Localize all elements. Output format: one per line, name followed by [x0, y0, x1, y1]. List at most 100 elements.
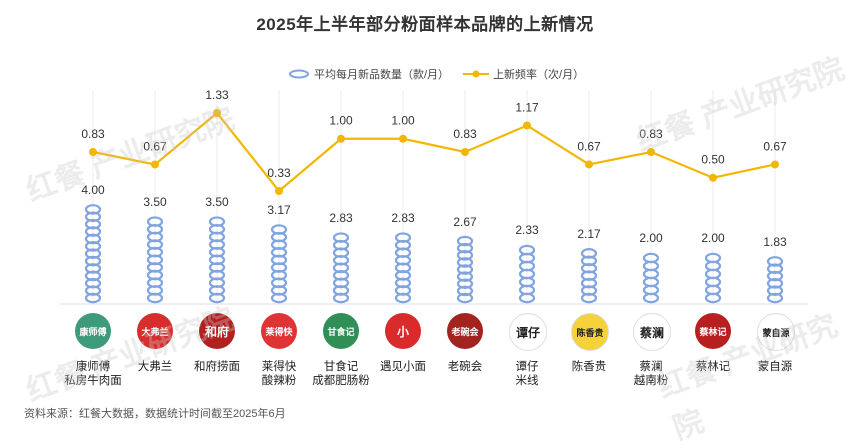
- line-point: [523, 121, 531, 130]
- brand-name-line1: 莱得快: [261, 361, 297, 373]
- bar-coil: [146, 216, 164, 227]
- bar: [270, 224, 288, 304]
- bar-value-label: 2.83: [391, 211, 415, 225]
- brand-name: 蔡澜 越南粉: [611, 360, 691, 388]
- line-value-label: 0.83: [453, 127, 477, 141]
- brand-name: 和府捞面: [177, 360, 257, 374]
- bar-coil: [456, 235, 474, 247]
- brand-name: 甘食记 成都肥肠粉: [301, 360, 381, 388]
- brand-name-line1: 陈香贵: [571, 361, 607, 373]
- brand-logo: 老碗会: [447, 313, 483, 349]
- brand-name-line2: 成都肥肠粉: [312, 375, 370, 387]
- brand-logo: 莱得快: [261, 313, 297, 349]
- brand-name-line1: 老碗会: [447, 361, 483, 373]
- brand-name-line1: 和府捞面: [194, 361, 240, 373]
- bar-coil: [456, 278, 474, 290]
- line-value-label: 0.83: [639, 127, 663, 141]
- bar: [208, 216, 226, 304]
- bar-coil: [456, 257, 474, 268]
- bar-coil: [642, 252, 660, 264]
- brand-name: 老碗会: [425, 360, 505, 374]
- line-point: [151, 160, 159, 169]
- line-value-label: 0.67: [577, 139, 601, 153]
- line-value-label: 1.17: [515, 100, 539, 114]
- bar: [642, 252, 660, 304]
- bar: [518, 244, 536, 304]
- bar: [146, 216, 164, 304]
- line-value-label: 1.00: [391, 114, 415, 128]
- bar-coil: [580, 248, 598, 259]
- bar-value-label: 3.50: [205, 195, 229, 209]
- brand-name: 陈香贵: [549, 360, 629, 374]
- brand-logo: 蔡林记: [695, 313, 731, 349]
- brand-logo: 蒙自源: [757, 313, 795, 351]
- line-point: [647, 148, 655, 156]
- bar: [84, 204, 102, 304]
- legend: 平均每月新品数量（款/月） 上新频率（次/月）: [288, 66, 598, 82]
- bar: [394, 232, 412, 304]
- bar-coil: [84, 204, 102, 215]
- line-value-label: 0.67: [763, 139, 787, 153]
- bar-coil: [456, 271, 474, 282]
- brand-name-line2: 米线: [515, 375, 539, 387]
- bar: [456, 235, 474, 304]
- line-series: [92, 111, 776, 193]
- line-value-label: 0.67: [143, 139, 167, 153]
- brand-name-line1: 蔡澜: [639, 361, 663, 373]
- line-value-label: 1.00: [329, 114, 353, 128]
- line-point: [337, 134, 345, 143]
- bar-value-label: 2.67: [453, 215, 477, 229]
- legend-item-line: 上新频率（次/月）: [463, 66, 584, 82]
- bar-value-label: 2.00: [639, 231, 663, 245]
- line-value-label: 0.50: [701, 153, 725, 167]
- brand-name: 蒙自源: [735, 360, 815, 374]
- line-point: [213, 109, 221, 117]
- bar-value-label: 2.17: [577, 227, 601, 241]
- bar-value-label: 3.50: [143, 195, 167, 209]
- line-marker-icon: [463, 70, 490, 78]
- line-point: [275, 187, 283, 195]
- bar-coil: [456, 249, 474, 261]
- brand-name-line1: 甘食记: [323, 361, 359, 373]
- brand-name-line2: 酸辣粉: [261, 375, 297, 387]
- brand-logo: 康师傅: [75, 313, 111, 349]
- brand-name-line1: 谭仔: [515, 361, 539, 373]
- chart-title: 2025年上半年部分粉面样本品牌的上新情况: [256, 15, 594, 34]
- bar-coil: [394, 232, 412, 243]
- legend-line-label: 上新频率（次/月）: [493, 69, 585, 81]
- bar-value-label: 4.00: [81, 183, 105, 197]
- bar-coil: [456, 285, 474, 297]
- brand-name-line2: 私房牛肉面: [64, 375, 122, 387]
- bar-coil: [456, 242, 474, 254]
- brand-logo: 甘食记: [323, 313, 359, 349]
- brand-name-line1: 遇见小面: [380, 361, 426, 373]
- bar-value-label: 2.33: [515, 223, 539, 237]
- legend-bar-label: 平均每月新品数量（款/月）: [314, 69, 450, 81]
- brand-name-line1: 康师傅: [75, 361, 111, 373]
- bar-coil: [456, 292, 474, 304]
- bar-value-label: 2.83: [329, 211, 353, 225]
- brand-name-line1: 蔡林记: [695, 361, 731, 373]
- bar-coil: [456, 264, 474, 275]
- line-point: [461, 148, 469, 156]
- brand-name-line2: 越南粉: [633, 375, 669, 387]
- bar-coil: [704, 252, 722, 264]
- bar: [704, 252, 722, 304]
- bar-coil: [518, 244, 536, 256]
- bar-coil: [208, 216, 226, 227]
- bar-coil: [270, 224, 288, 235]
- bar-value-label: 3.17: [267, 203, 291, 217]
- bar-value-label: 1.83: [763, 235, 787, 249]
- brand-name: 谭仔 米线: [487, 360, 567, 388]
- line-point: [399, 134, 407, 143]
- brand-name-line1: 蒙自源: [757, 361, 793, 373]
- brand-name: 遇见小面: [363, 360, 443, 374]
- brand-logo: 蔡澜: [633, 313, 671, 351]
- bar-marker-icon: [289, 69, 309, 79]
- line-value-label: 1.33: [205, 88, 229, 102]
- brand-logo: 小: [385, 313, 421, 349]
- line-point: [771, 160, 779, 169]
- bar: [332, 232, 350, 304]
- brand-name-line1: 大弗兰: [137, 361, 173, 373]
- legend-item-bar: 平均每月新品数量（款/月）: [288, 66, 449, 82]
